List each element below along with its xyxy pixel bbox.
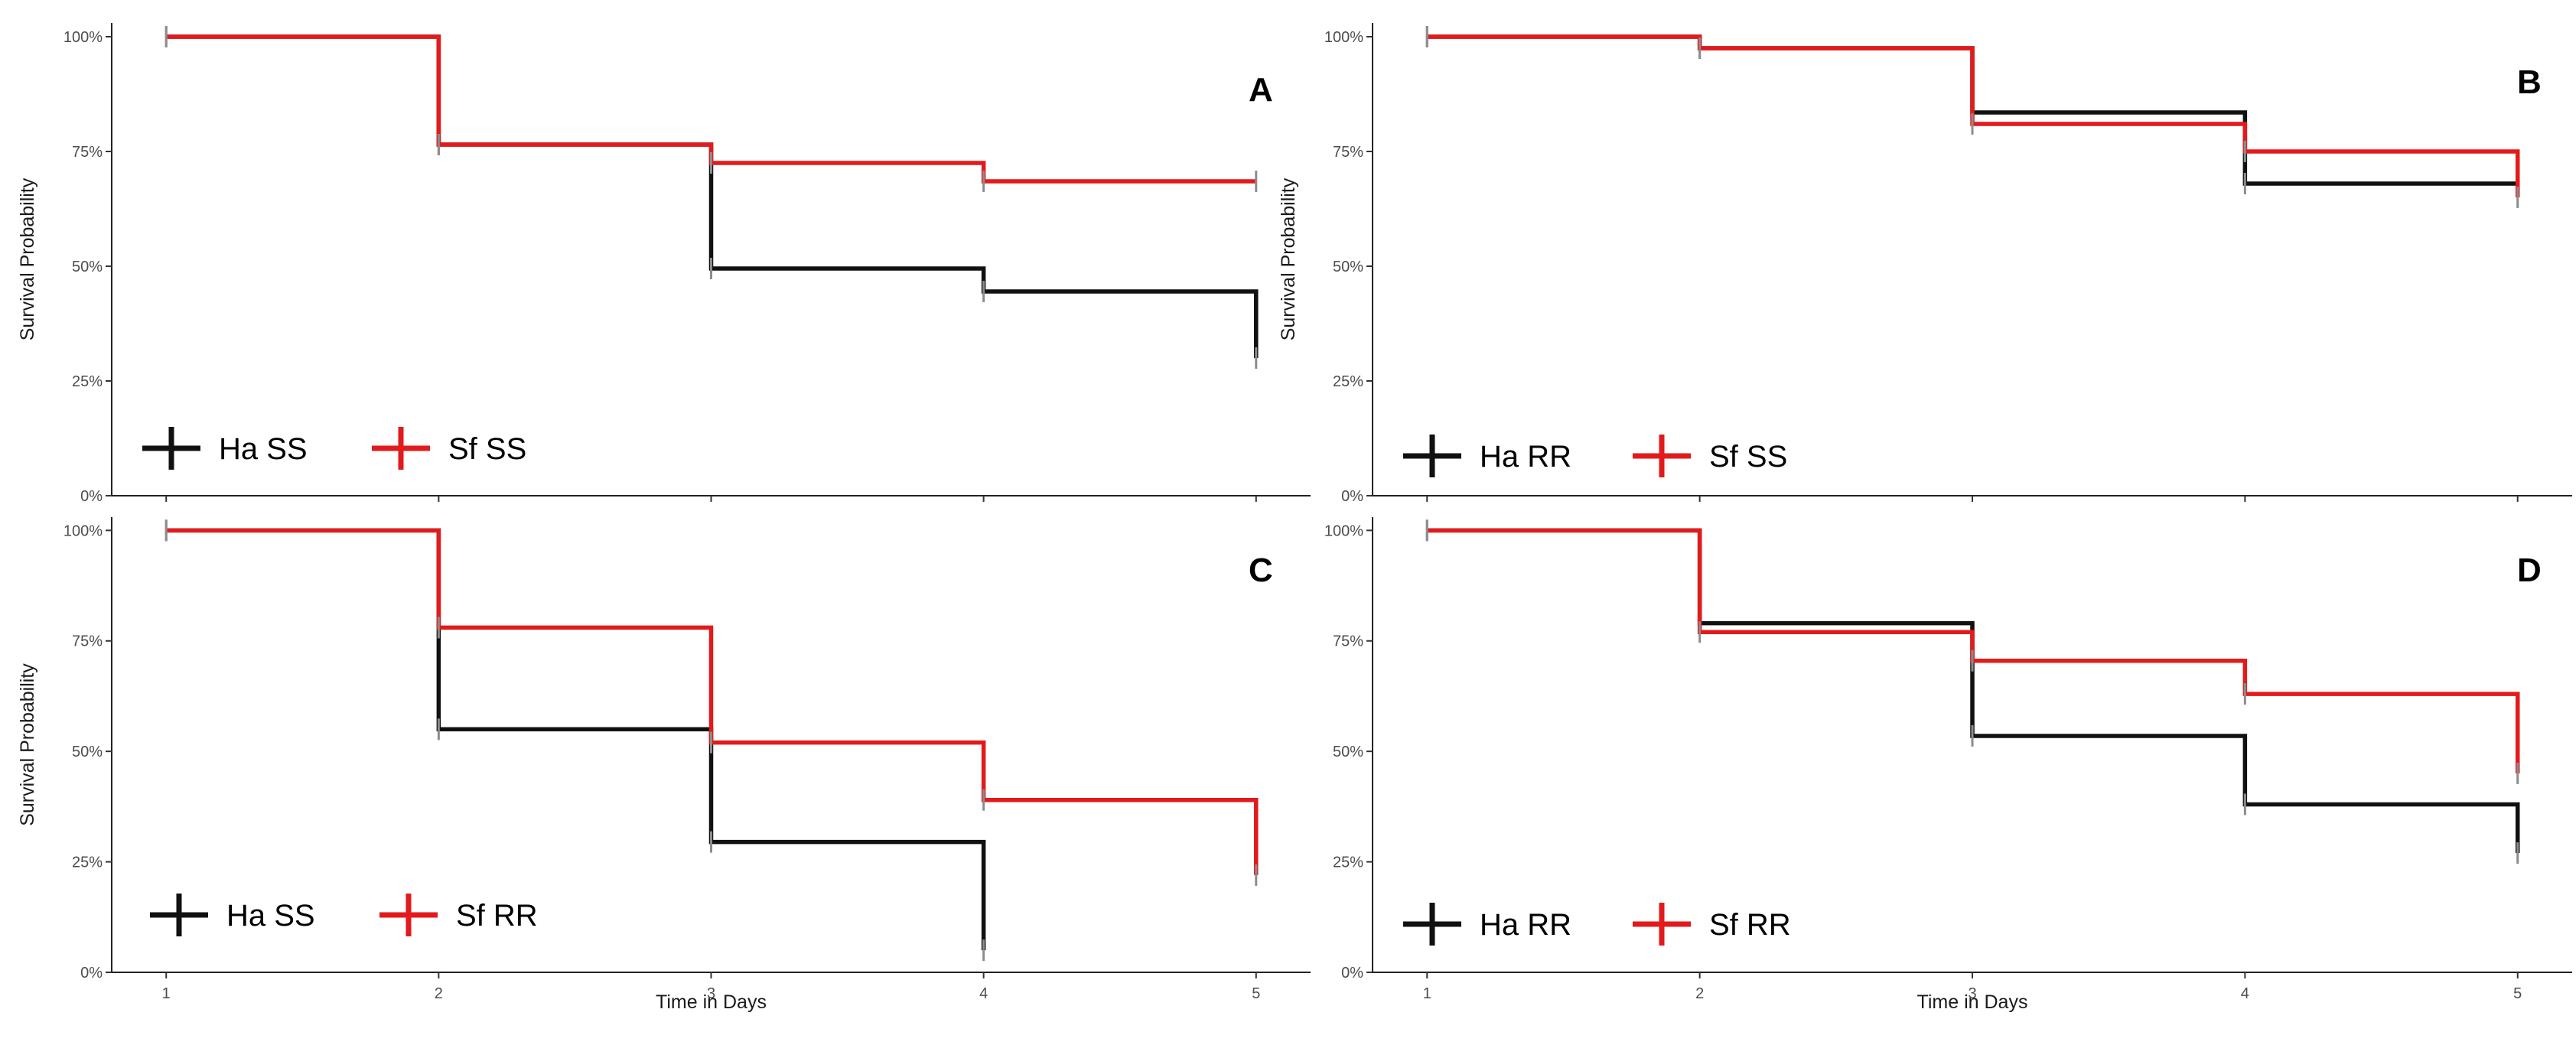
y-tick-label: 25% xyxy=(1333,855,1363,871)
legend: Ha RR Sf RR xyxy=(1403,903,1791,946)
y-tick-label: 100% xyxy=(64,29,103,46)
panel-tag: C xyxy=(1249,552,1273,589)
panel-tag: B xyxy=(2517,63,2542,101)
legend-label: Sf SS xyxy=(1709,440,1787,474)
legend-label: Ha RR xyxy=(1480,908,1571,942)
legend: Ha SS Sf RR xyxy=(150,894,538,936)
legend-label: Ha SS xyxy=(219,432,308,466)
panel-a: 0% 25% 50% 75% 100% Survival Probability A Ha S… xyxy=(17,23,1311,505)
panel-d: 0% 25% 50% 75% 100% 1 2 3 4 5 Time in Days D Ha RR Sf… xyxy=(1324,517,2572,1013)
y-tick-label: 100% xyxy=(1324,522,1363,539)
y-tick-label: 0% xyxy=(1341,488,1363,505)
x-tick-label: 5 xyxy=(2513,985,2522,1002)
panel-tag: D xyxy=(2517,552,2542,589)
legend-label: Ha SS xyxy=(226,899,315,933)
y-tick-label: 75% xyxy=(1333,144,1363,161)
y-tick-label: 100% xyxy=(64,522,103,539)
x-tick-label: 2 xyxy=(435,985,443,1002)
y-tick-label: 0% xyxy=(80,965,103,982)
x-tick-label: 4 xyxy=(2241,985,2249,1002)
legend-label: Sf RR xyxy=(456,899,538,933)
y-tick-label: 0% xyxy=(1341,965,1363,982)
x-tick-label: 5 xyxy=(1252,985,1260,1002)
y-tick-label: 50% xyxy=(72,744,103,760)
x-tick-label: 3 xyxy=(1968,985,1976,1002)
y-tick-label: 25% xyxy=(72,373,103,390)
y-tick-label: 0% xyxy=(80,488,103,505)
legend-label: Ha RR xyxy=(1480,440,1571,474)
y-axis-title: Survival Probability xyxy=(17,663,38,826)
x-tick-label: 1 xyxy=(1423,985,1431,1002)
y-tick-label: 75% xyxy=(1333,633,1363,650)
y-tick-label: 50% xyxy=(1333,259,1363,275)
y-tick-label: 50% xyxy=(72,259,103,275)
legend: Ha RR Sf SS xyxy=(1403,435,1787,477)
y-tick-label: 75% xyxy=(72,144,103,161)
x-tick-label: 1 xyxy=(162,985,171,1002)
panel-c: 0% 25% 50% 75% 100% 1 2 3 4 5 Survival Probability… xyxy=(17,517,1311,1013)
x-tick-label: 3 xyxy=(707,985,715,1002)
legend-label: Sf RR xyxy=(1709,908,1791,942)
y-tick-label: 100% xyxy=(1324,29,1363,46)
legend-label: Sf SS xyxy=(448,432,526,466)
x-axis-title: Time in Days xyxy=(656,991,767,1013)
y-tick-label: 25% xyxy=(72,855,103,871)
legend: Ha SS Sf SS xyxy=(142,427,526,470)
panel-tag: A xyxy=(1249,71,1273,109)
x-tick-label: 4 xyxy=(979,985,988,1002)
y-axis-title: Survival Probability xyxy=(1278,177,1299,340)
y-tick-label: 75% xyxy=(72,633,103,650)
x-axis-title: Time in Days xyxy=(1917,991,2028,1013)
x-tick-label: 2 xyxy=(1695,985,1704,1002)
panel-b: 0% 25% 50% 75% 100% Survival Probability B Ha R… xyxy=(1278,23,2572,505)
y-tick-label: 25% xyxy=(1333,373,1363,390)
y-axis-title: Survival Probability xyxy=(17,177,38,340)
y-tick-label: 50% xyxy=(1333,744,1363,760)
